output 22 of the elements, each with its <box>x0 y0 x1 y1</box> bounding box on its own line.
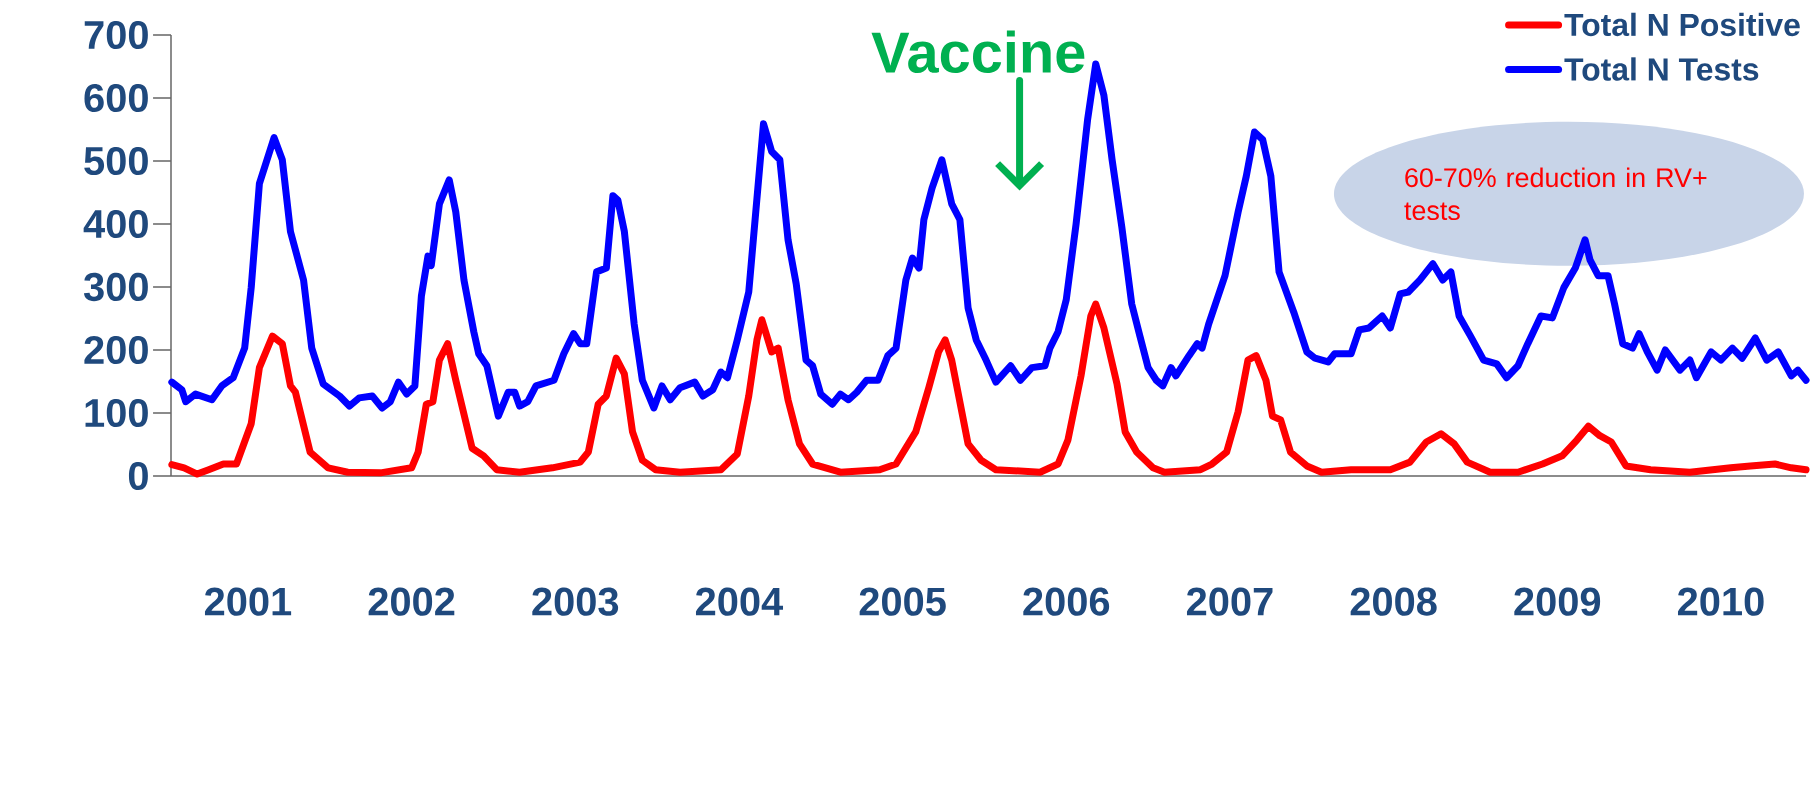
x-tick-label: 2005 <box>859 587 946 616</box>
x-tick-label: 2007 <box>1186 587 1273 616</box>
legend-label: Total N Tests <box>1564 57 1759 81</box>
x-tick-label: 2003 <box>532 587 619 616</box>
y-tick-label: 100 <box>85 398 148 428</box>
x-tick-label: 2010 <box>1677 587 1764 616</box>
y-tick-label: 500 <box>84 146 148 176</box>
y-tick-label: 300 <box>83 272 148 302</box>
x-tick-label: 2008 <box>1350 587 1437 616</box>
x-tick-label: 2004 <box>695 587 784 616</box>
y-tick-label: 0 <box>128 461 148 491</box>
x-tick-label: 2009 <box>1514 587 1601 616</box>
annotation: 60-70% reduction in RV+ tests <box>1404 167 1707 221</box>
x-tick-label: 2002 <box>368 587 455 616</box>
y-tick-label: 400 <box>83 209 148 239</box>
legend-label: Total N Positive <box>1564 12 1800 37</box>
y-tick-label: 700 <box>84 20 148 50</box>
annotation: Vaccine <box>871 30 1085 74</box>
x-tick-label: 2006 <box>1023 587 1110 616</box>
y-tick-label: 200 <box>84 335 148 365</box>
y-tick-label: 600 <box>84 83 148 113</box>
x-tick-label: 2001 <box>204 587 292 616</box>
